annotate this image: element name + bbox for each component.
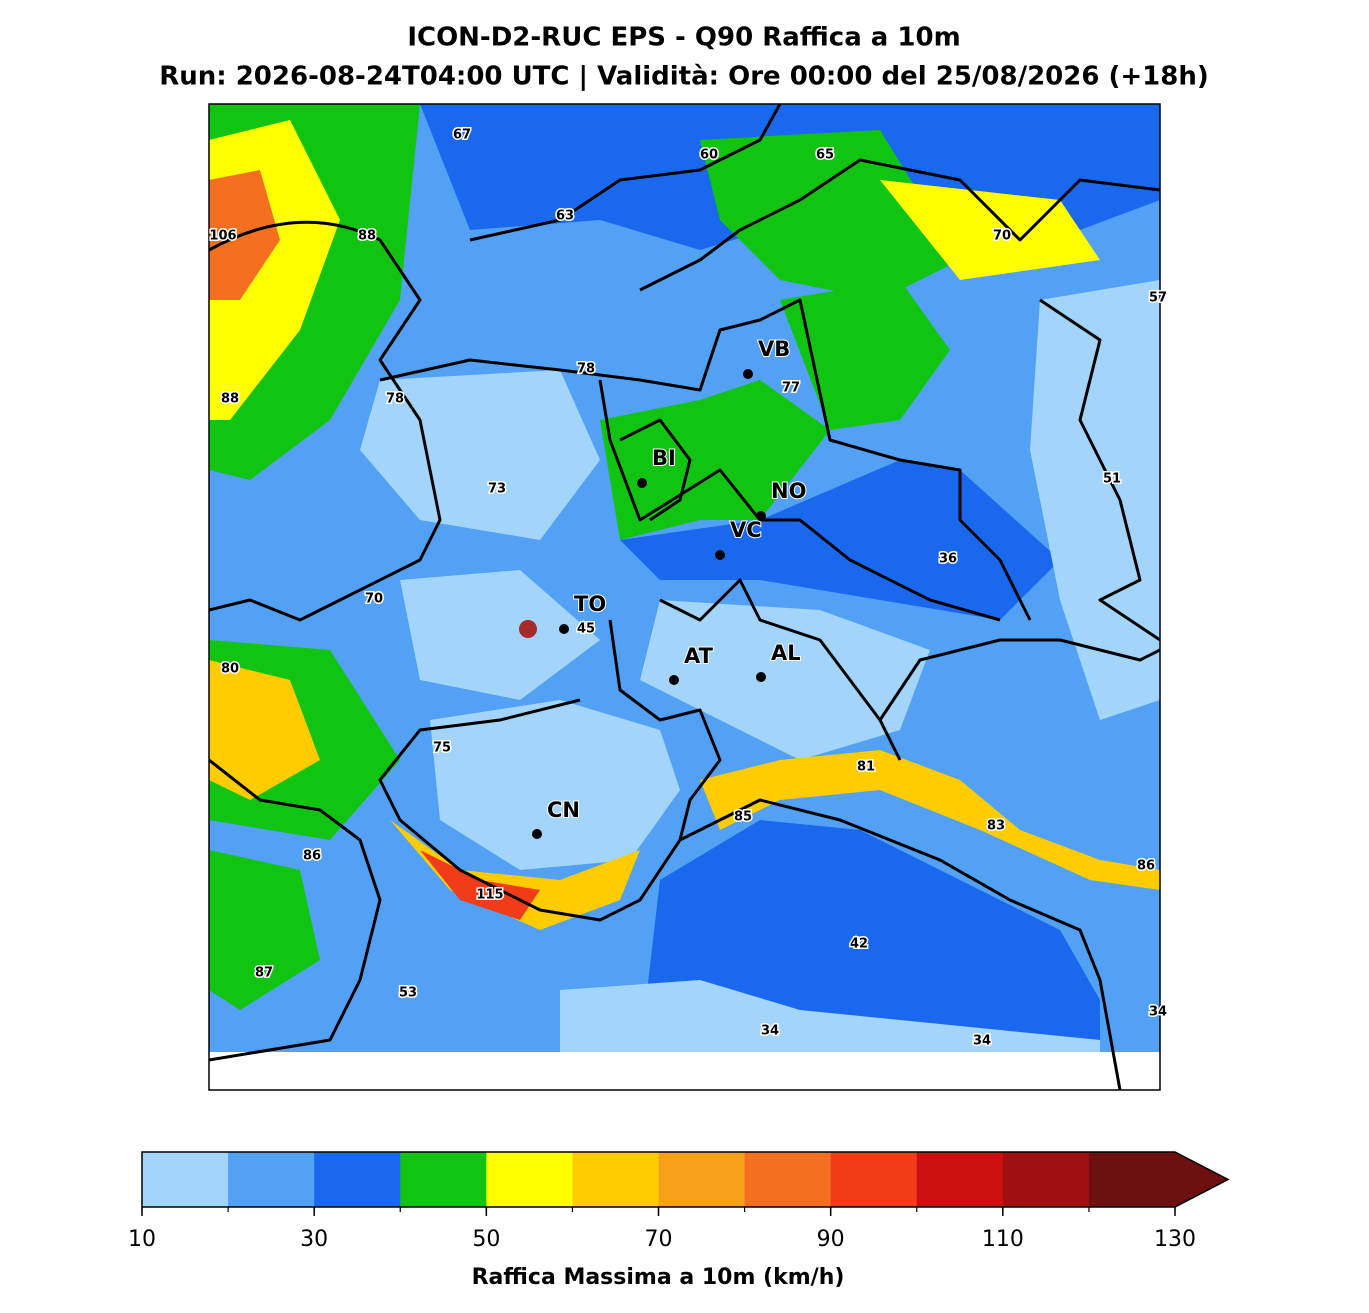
value-label: 60 [700,148,718,163]
value-label: 86 [1137,859,1155,874]
value-label: 53 [399,986,417,1001]
value-label: 36 [939,552,957,567]
city-label: NO [771,479,806,503]
colorbar-bin [228,1152,315,1207]
value-label: 34 [973,1034,991,1049]
city-dot [743,369,753,379]
value-label: 63 [556,209,574,224]
colorbar-bin [1088,1152,1176,1207]
city-dot [756,511,766,521]
value-label: 115 [476,888,503,903]
value-label: 75 [433,741,451,756]
value-label: 42 [850,937,868,952]
value-label: 88 [221,392,239,407]
value-label: 34 [761,1024,779,1039]
city-dot [669,675,679,685]
city-label: TO [574,592,606,616]
city-label: AL [771,641,801,665]
city-label: VB [758,337,790,361]
colorbar-bin [572,1152,659,1207]
city-label: CN [547,798,580,822]
value-label: 85 [734,810,752,825]
subtitle: Run: 2026-08-24T04:00 UTC | Validità: Or… [159,62,1209,92]
value-label: 51 [1103,472,1121,487]
colorbar-label: Raffica Massima a 10m (km/h) [472,1265,845,1290]
city-markers: VB BI NO VC TO AT AL CN [519,336,807,839]
value-label: 88 [358,229,376,244]
value-label: 78 [386,392,404,407]
value-label: 80 [221,662,239,677]
colorbar-bin [916,1152,1004,1207]
value-label: 77 [782,381,800,396]
colorbar-bin [314,1152,401,1207]
colorbar-bin [142,1152,229,1207]
title: ICON-D2-RUC EPS - Q90 Raffica a 10m [407,23,960,53]
colorbar-bin [1002,1152,1090,1207]
colorbar-bin [400,1152,487,1207]
city-dot [637,478,647,488]
city-dot [559,624,569,634]
value-label: 78 [577,362,595,377]
colorbar: 10 30 50 70 90 110 130 [128,1151,1230,1252]
colorbar-bin [830,1152,918,1207]
location-marker [519,620,537,638]
value-label: 83 [987,819,1005,834]
colorbar-tick-label: 110 [982,1227,1024,1252]
city-label: AT [684,644,714,668]
map-field [209,104,1160,1090]
value-label: 73 [488,482,506,497]
colorbar-tick-label: 30 [300,1227,328,1252]
colorbar-outline [141,1151,1230,1208]
value-label: 87 [255,966,273,981]
colorbar-tick-label: 90 [817,1227,845,1252]
colorbar-tick-label: 70 [645,1227,673,1252]
value-label: 34 [1149,1005,1167,1020]
value-label: 106 [209,229,236,244]
value-label: 86 [303,849,321,864]
colorbar-tick-label: 10 [128,1227,156,1252]
colorbar-bin [486,1152,573,1207]
colorbar-tick-label: 130 [1154,1227,1196,1252]
value-label: 70 [993,229,1011,244]
colorbar-tick-label: 50 [472,1227,500,1252]
colorbar-extend [1175,1152,1228,1207]
value-label: 67 [453,128,471,143]
colorbar-bin [658,1152,746,1207]
city-label: VC [730,518,762,542]
city-dot [532,829,542,839]
colorbar-bin [744,1152,832,1207]
value-label: 45 [577,622,595,637]
map-frame [208,103,1161,1091]
value-label: 57 [1149,291,1167,306]
city-dot [756,672,766,682]
city-label: BI [652,446,676,470]
value-label: 70 [365,592,383,607]
value-label: 81 [857,760,875,775]
value-labels: 67 60 65 63 106 88 70 57 78 77 88 78 73 … [208,126,1169,1050]
value-label: 65 [816,148,834,163]
city-dot [715,550,725,560]
